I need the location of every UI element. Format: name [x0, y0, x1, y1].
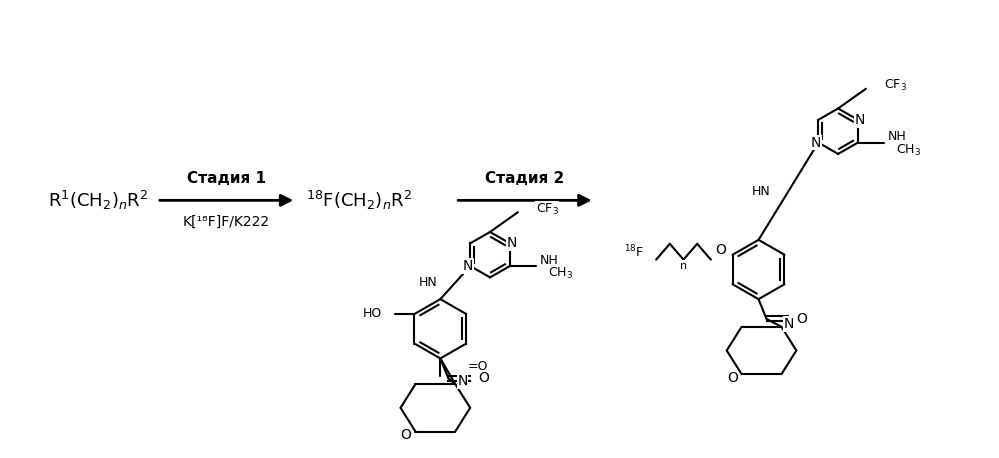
Text: Стадия 1: Стадия 1: [187, 171, 266, 186]
Text: $^{18}$F(CH$_2$)$_n$R$^2$: $^{18}$F(CH$_2$)$_n$R$^2$: [306, 189, 412, 212]
Text: N: N: [458, 374, 468, 388]
Text: HN: HN: [419, 276, 438, 289]
Text: R$^1$(CH$_2$)$_n$R$^2$: R$^1$(CH$_2$)$_n$R$^2$: [48, 189, 148, 212]
Text: HO: HO: [363, 307, 382, 321]
Text: $^{18}$F: $^{18}$F: [624, 243, 644, 260]
Text: HN: HN: [752, 185, 770, 198]
Text: N: N: [855, 113, 865, 127]
Text: CF$_3$: CF$_3$: [884, 78, 907, 93]
Text: O: O: [796, 312, 807, 326]
Text: CF$_3$: CF$_3$: [535, 202, 558, 217]
Text: O: O: [401, 429, 412, 442]
Text: O: O: [479, 371, 489, 385]
Text: CH$_3$: CH$_3$: [547, 267, 572, 282]
Text: =O: =O: [468, 360, 489, 373]
Text: K[¹⁸F]F/K222: K[¹⁸F]F/K222: [183, 215, 270, 229]
Text: CH$_3$: CH$_3$: [896, 143, 921, 158]
Text: O: O: [727, 371, 737, 385]
Text: N: N: [811, 136, 821, 150]
Text: O: O: [715, 243, 726, 257]
Text: NH: NH: [888, 130, 906, 143]
Text: n: n: [680, 261, 687, 271]
Text: N: N: [783, 317, 794, 331]
Text: Стадия 2: Стадия 2: [486, 171, 564, 186]
Text: N: N: [464, 259, 474, 273]
Text: NH: NH: [539, 254, 558, 267]
Text: N: N: [506, 236, 517, 251]
